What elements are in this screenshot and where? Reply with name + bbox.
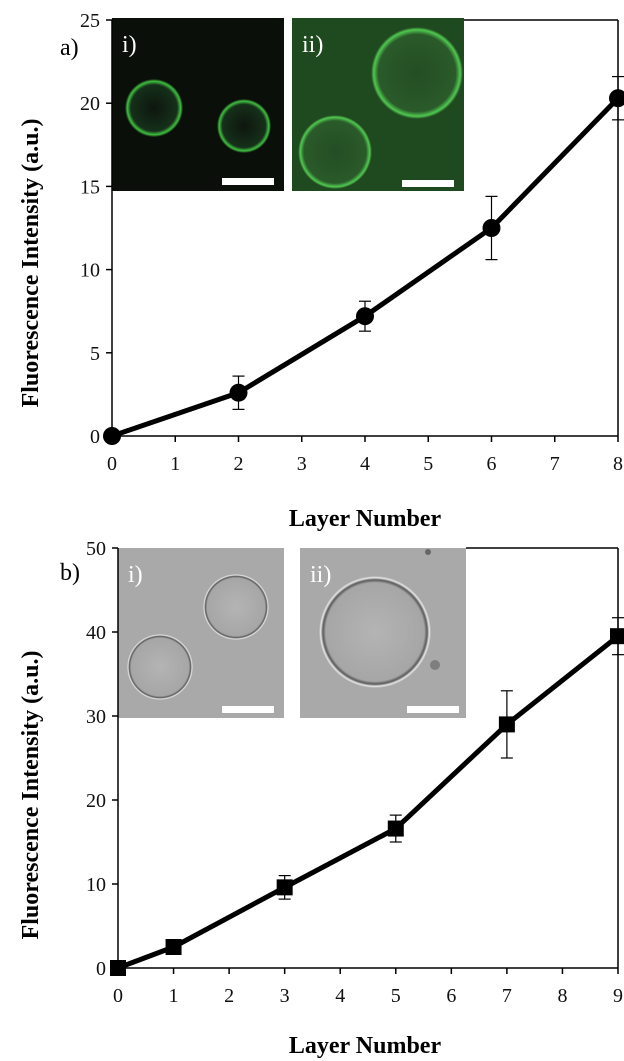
y-tick-label: 10 xyxy=(86,874,106,896)
y-tick-label: 25 xyxy=(80,10,100,32)
scale-bar xyxy=(222,706,274,713)
panel-a-inset-i: i) xyxy=(112,18,284,191)
x-tick-label: 3 xyxy=(280,985,290,1007)
data-point xyxy=(498,716,515,733)
x-tick-label: 6 xyxy=(487,453,497,475)
scale-bar xyxy=(402,180,454,187)
y-tick-label: 40 xyxy=(86,622,106,644)
x-tick-label: 8 xyxy=(557,985,567,1007)
panel-b-inset-ii: ii) xyxy=(300,548,466,718)
panel-b-ticks: 0 1 2 3 4 5 6 7 8 9 0 10 20 30 40 50 xyxy=(86,538,623,1007)
y-tick-label: 15 xyxy=(80,176,100,198)
x-tick-label: 5 xyxy=(391,985,401,1007)
panel-a: a) i) ii) 0 1 2 3 4 5 6 7 8 0 5 10 15 20 25 Layer Numb… xyxy=(18,10,624,532)
x-tick-label: 5 xyxy=(423,453,433,475)
x-tick-label: 1 xyxy=(169,985,179,1007)
panel-a-inset-ii: ii) xyxy=(292,18,464,191)
data-point xyxy=(610,628,624,645)
scale-bar xyxy=(407,706,459,713)
data-point xyxy=(276,879,293,896)
x-tick-label: 2 xyxy=(224,985,234,1007)
data-point xyxy=(103,427,121,445)
data-point xyxy=(356,307,374,326)
y-tick-label: 30 xyxy=(86,706,106,728)
debris-dot xyxy=(430,660,440,670)
x-tick-label: 7 xyxy=(550,453,560,475)
cell-ring xyxy=(217,99,271,153)
panel-a-x-title: Layer Number xyxy=(289,506,442,532)
data-point xyxy=(387,820,404,837)
y-tick-label: 50 xyxy=(86,538,106,560)
y-tick-label: 20 xyxy=(86,790,106,812)
cell-ring xyxy=(298,115,372,189)
panel-b-inset-i-label: i) xyxy=(128,562,143,588)
y-tick-label: 20 xyxy=(80,93,100,115)
panel-b-inset-ii-label: ii) xyxy=(310,562,331,588)
data-point xyxy=(609,89,624,108)
data-point xyxy=(482,219,501,237)
x-tick-label: 0 xyxy=(107,453,117,475)
debris-dot xyxy=(425,549,431,555)
cell-outline xyxy=(203,574,269,640)
panel-b-inset-i: i) xyxy=(118,548,284,718)
x-tick-label: 9 xyxy=(613,985,623,1007)
panel-a-inset-ii-label: ii) xyxy=(302,32,323,58)
y-tick-label: 0 xyxy=(96,958,106,980)
y-tick-label: 0 xyxy=(90,426,100,448)
data-point xyxy=(229,383,248,402)
y-tick-label: 10 xyxy=(80,260,100,282)
panel-b-y-title: Fluorescence Intensity (a.u.) xyxy=(18,651,44,940)
data-point xyxy=(165,939,182,955)
y-tick-label: 5 xyxy=(90,343,100,365)
cell-outline xyxy=(127,634,193,700)
data-point xyxy=(110,960,126,976)
cell-outline xyxy=(319,576,431,688)
panel-b-x-title: Layer Number xyxy=(289,1033,442,1059)
x-tick-label: 6 xyxy=(446,985,456,1007)
x-tick-label: 1 xyxy=(170,453,180,475)
series-line xyxy=(117,634,620,971)
x-tick-label: 2 xyxy=(234,453,244,475)
panel-a-marks xyxy=(103,75,624,445)
panel-a-inset-i-label: i) xyxy=(122,32,137,58)
scale-bar xyxy=(222,178,274,185)
x-tick-label: 7 xyxy=(502,985,512,1007)
x-tick-label: 4 xyxy=(335,985,345,1007)
panel-b-label: b) xyxy=(60,560,80,586)
cell-ring xyxy=(125,79,183,137)
panel-b: b) i) ii) 0 1 2 3 4 5 6 7 8 9 0 10 20 30 40 50 Layer Nu… xyxy=(18,538,624,1059)
panel-a-y-title: Fluorescence Intensity (a.u.) xyxy=(18,119,44,408)
x-tick-label: 8 xyxy=(613,453,623,475)
x-tick-label: 3 xyxy=(297,453,307,475)
panel-a-label: a) xyxy=(60,35,79,61)
cell-ring xyxy=(371,27,463,119)
panel-b-marks xyxy=(110,617,624,976)
x-tick-label: 4 xyxy=(360,453,370,475)
x-tick-label: 0 xyxy=(113,985,123,1007)
